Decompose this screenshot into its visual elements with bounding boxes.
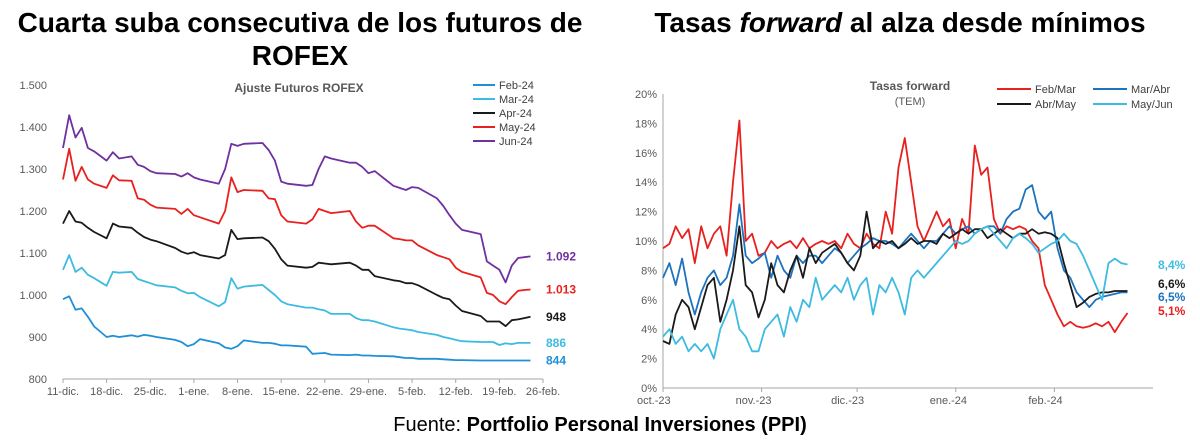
y-tick-label: 0% <box>641 383 657 395</box>
legend-label: Mar/Abr <box>1131 84 1170 96</box>
right-chart-title: Tasas forward al alza desde mínimos <box>600 6 1200 39</box>
right-title-post: al alza desde mínimos <box>842 7 1146 38</box>
series-line-apr-24 <box>62 210 531 328</box>
y-tick-label: 1.300 <box>19 164 47 176</box>
x-tick-label: dic.-23 <box>831 395 864 407</box>
series-line-feb-24 <box>62 295 531 362</box>
right-title-pre: Tasas <box>654 7 740 38</box>
y-tick-label: 2% <box>641 354 657 366</box>
footer: Fuente: Portfolio Personal Inversiones (… <box>0 413 1200 437</box>
x-tick-label: ene.-24 <box>930 395 967 407</box>
y-tick-label: 18% <box>635 118 657 130</box>
x-tick-label: 5-feb. <box>398 386 426 398</box>
x-tick-label: 11-dic. <box>47 386 79 398</box>
x-tick-label: 29-ene. <box>350 386 387 398</box>
x-tick-label: 1-ene. <box>178 386 209 398</box>
end-value-label: 948 <box>546 310 566 324</box>
footer-source: Portfolio Personal Inversiones (PPI) <box>466 414 807 436</box>
end-value-label: 1.013 <box>546 283 576 297</box>
series-line-abr-may <box>662 210 1128 345</box>
chart-subtitle: (TEM) <box>895 96 926 108</box>
legend-label: Jun-24 <box>499 136 533 148</box>
x-tick-label: 25-dic. <box>134 386 167 398</box>
legend-label: Mar-24 <box>499 94 534 106</box>
legend-label: Feb-24 <box>499 80 534 92</box>
y-tick-label: 6% <box>641 295 657 307</box>
left-chart-title: Cuarta suba consecutiva de los futuros d… <box>17 7 583 71</box>
rofex-futures-chart: 800 900 1.000 1.100 1.200 1.300 1.400 1.500 11-d… <box>19 80 576 398</box>
series-line-mar-24 <box>62 254 531 346</box>
y-tick-label: 14% <box>635 177 657 189</box>
series-line-may-24 <box>62 147 531 306</box>
end-value-label: 844 <box>546 354 566 368</box>
x-tick-label: 8-ene. <box>222 386 253 398</box>
series-line-may-jun <box>662 225 1128 360</box>
end-value-label: 5,1% <box>1158 304 1186 318</box>
y-tick-label: 800 <box>29 374 47 386</box>
y-tick-label: 900 <box>29 332 47 344</box>
end-value-label: 886 <box>546 336 566 350</box>
series-line-mar-abr <box>662 184 1128 316</box>
end-value-label: 6,5% <box>1158 290 1186 304</box>
x-tick-label: feb.-24 <box>1028 395 1062 407</box>
y-tick-label: 16% <box>635 148 657 160</box>
x-tick-label: 22-ene. <box>306 386 343 398</box>
end-value-label: 6,6% <box>1158 277 1186 291</box>
y-tick-label: 1.200 <box>19 206 47 218</box>
y-tick-label: 4% <box>641 324 657 336</box>
series-line-jun-24 <box>62 114 531 284</box>
y-tick-label: 12% <box>635 207 657 219</box>
x-tick-label: 12-feb. <box>439 386 473 398</box>
legend-label: May-24 <box>499 122 536 134</box>
x-tick-label: 15-ene. <box>263 386 300 398</box>
x-tick-label: oct.-23 <box>637 395 671 407</box>
x-tick-label: 18-dic. <box>90 386 123 398</box>
right-title-em: forward <box>739 7 843 38</box>
legend-label: Feb/Mar <box>1035 84 1076 96</box>
chart-title: Ajuste Futuros ROFEX <box>234 81 363 95</box>
series-line-feb-mar <box>662 119 1129 334</box>
y-tick-label: 1.000 <box>19 290 47 302</box>
end-value-label: 1.092 <box>546 249 576 263</box>
y-tick-label: 8% <box>641 265 657 277</box>
x-tick-label: 26-feb. <box>526 386 560 398</box>
forward-rates-chart: 0% 2% 4% 6% 8% 10% 12% 14% 16% 18% 20% oct.-23 nov.-… <box>635 79 1186 407</box>
legend-label: May/Jun <box>1131 99 1173 111</box>
y-tick-label: 1.100 <box>19 248 47 260</box>
legend-label: Abr/May <box>1035 99 1076 111</box>
y-tick-label: 1.500 <box>19 80 47 92</box>
footer-label: Fuente: <box>393 414 467 436</box>
y-tick-label: 1.400 <box>19 122 47 134</box>
x-tick-label: 19-feb. <box>482 386 516 398</box>
chart-title: Tasas forward <box>870 79 950 93</box>
y-tick-label: 20% <box>635 89 657 101</box>
legend-label: Apr-24 <box>499 108 532 120</box>
end-value-label: 8,4% <box>1158 258 1186 272</box>
x-tick-label: nov.-23 <box>736 395 772 407</box>
y-tick-label: 10% <box>635 236 657 248</box>
